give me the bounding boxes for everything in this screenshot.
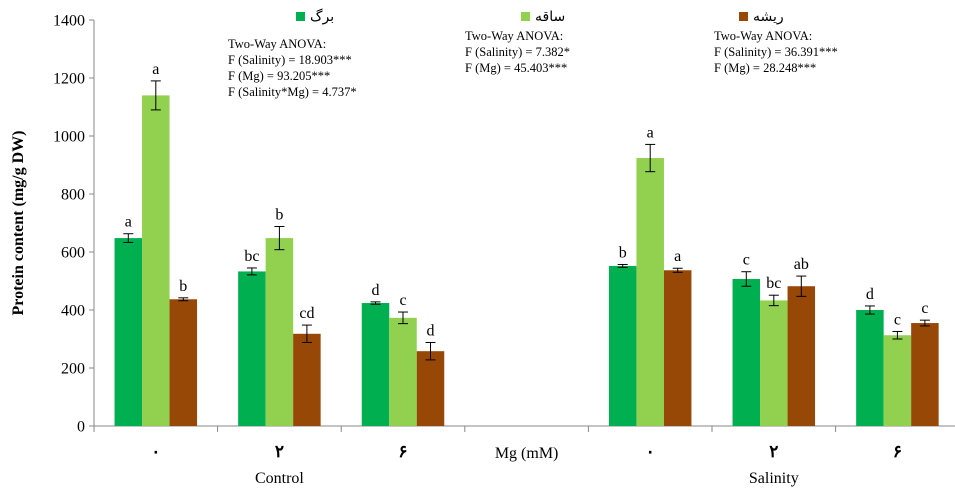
x-category-label: ۲	[769, 442, 778, 461]
bar	[636, 158, 664, 427]
y-tick-label: 1400	[53, 13, 85, 30]
significance-letter: c	[894, 311, 901, 328]
anova-leaf-line: F (Mg) = 93.205***	[228, 69, 331, 83]
significance-letter: cd	[299, 305, 314, 322]
bar	[142, 95, 170, 427]
bar	[293, 333, 321, 426]
x-category-label: ۰	[151, 442, 160, 461]
bar	[389, 317, 417, 426]
significance-letter: b	[619, 244, 627, 261]
significance-letter: bc	[766, 275, 781, 292]
group-label: Salinity	[749, 470, 799, 487]
legend-swatch	[521, 12, 530, 21]
legend-label: ساقه	[535, 9, 565, 25]
significance-letter: ab	[794, 256, 809, 273]
bar	[760, 300, 788, 426]
bar	[608, 265, 637, 426]
significance-letter: b	[275, 206, 283, 223]
anova-stem-line: Two-Way ANOVA:	[465, 29, 564, 43]
y-tick-label: 400	[61, 303, 85, 320]
chart-axes: 0 200 400 600 800 1000 1200 1400 Protein content…	[10, 13, 955, 436]
significance-letter: d	[372, 282, 380, 299]
significance-letter: c	[399, 292, 406, 309]
y-tick-label: 600	[61, 245, 85, 262]
chart-bars	[114, 80, 939, 427]
legend-label: برگ	[310, 7, 334, 25]
significance-letter: a	[674, 248, 681, 265]
bar	[856, 310, 884, 426]
x-category-label: ۶	[893, 442, 902, 461]
significance-letter: d	[427, 322, 435, 339]
anova-stem: Two-Way ANOVA: F (Salinity) = 7.382* F (…	[465, 28, 570, 76]
bar	[361, 303, 390, 426]
significance-letter: c	[743, 252, 750, 269]
anova-leaf-line: F (Salinity) = 18.903***	[228, 53, 352, 67]
significance-letter: b	[179, 278, 187, 295]
significance-letter: a	[152, 61, 159, 78]
significance-letter: a	[125, 214, 132, 231]
bar	[114, 238, 143, 426]
group-label: Control	[255, 470, 304, 487]
bar	[911, 323, 939, 426]
bar	[265, 238, 294, 426]
significance-letter: c	[921, 300, 928, 317]
anova-root-line: F (Salinity) = 36.391***	[714, 45, 838, 59]
y-tick-label: 1200	[53, 71, 85, 88]
bar	[663, 270, 692, 426]
legend-swatch	[296, 12, 305, 21]
bar	[787, 286, 816, 426]
significance-letter: a	[647, 124, 654, 141]
anova-stem-line: F (Salinity) = 7.382*	[465, 45, 570, 59]
significance-letter: bc	[244, 248, 259, 265]
anova-leaf: Two-Way ANOVA: F (Salinity) = 18.903*** …	[228, 36, 357, 100]
legend-label: ریشه	[753, 9, 784, 25]
y-tick-label: 0	[77, 419, 85, 436]
anova-root-line: Two-Way ANOVA:	[714, 29, 813, 43]
significance-letter: d	[866, 286, 874, 303]
chart-legend: برگ ساقه ریشه	[296, 7, 784, 25]
x-category-label: ۶	[398, 442, 407, 461]
legend-swatch	[739, 12, 748, 21]
bar	[238, 271, 266, 426]
bar	[883, 335, 912, 426]
bar	[169, 299, 198, 426]
bar	[732, 278, 761, 426]
y-tick-label: 1000	[53, 129, 85, 146]
x-category-label: ۲	[275, 442, 284, 461]
y-tick-label: 800	[61, 187, 85, 204]
bar	[416, 351, 445, 426]
y-tick-label: 200	[61, 361, 85, 378]
y-axis-label: Protein content (mg/g DW)	[10, 131, 27, 316]
anova-leaf-line: Two-Way ANOVA:	[228, 37, 327, 51]
anova-leaf-line: F (Salinity*Mg) = 4.737*	[228, 85, 357, 99]
anova-root: Two-Way ANOVA: F (Salinity) = 36.391*** …	[714, 28, 838, 76]
x-category-label: ۰	[646, 442, 655, 461]
anova-root-line: F (Mg) = 28.248***	[714, 61, 817, 75]
x-axis-center-label: Mg (mM)	[495, 445, 559, 462]
anova-stem-line: F (Mg) = 45.403***	[465, 61, 568, 75]
